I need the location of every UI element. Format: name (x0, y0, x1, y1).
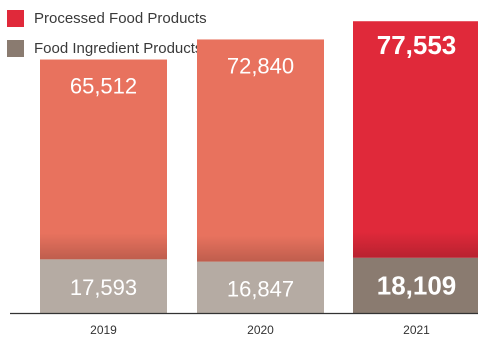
value-label-processed-2019: 65,512 (70, 74, 137, 99)
legend: Processed Food Products Food Ingredient … (7, 6, 207, 66)
bar-shadow-2019 (40, 233, 167, 260)
value-label-processed-2020: 72,840 (227, 53, 294, 78)
value-label-ingredient-2020: 16,847 (227, 276, 294, 301)
bar-ingredient-2019 (40, 259, 167, 313)
legend-item-processed: Processed Food Products (7, 6, 207, 30)
legend-swatch-ingredient (7, 39, 24, 57)
x-tick-label-2021: 2021 (403, 323, 430, 337)
bar-processed-2021 (353, 21, 478, 258)
legend-label-processed: Processed Food Products (34, 9, 207, 27)
legend-label-ingredient: Food Ingredient Products (34, 39, 203, 57)
value-label-ingredient-2019: 17,593 (70, 275, 137, 300)
bar-processed-2019 (40, 59, 167, 260)
bar-shadow-2020 (197, 235, 324, 262)
bar-processed-2020 (197, 39, 324, 262)
value-label-ingredient-2021: 18,109 (377, 270, 457, 300)
legend-swatch-processed (7, 9, 24, 27)
bar-ingredient-2021 (353, 257, 478, 313)
bar-ingredient-2020 (197, 261, 324, 313)
bar-shadow-2021 (353, 231, 478, 258)
x-tick-label-2020: 2020 (247, 323, 274, 337)
value-label-processed-2021: 77,553 (377, 30, 457, 60)
x-tick-label-2019: 2019 (90, 323, 117, 337)
legend-item-ingredient: Food Ingredient Products (7, 36, 207, 60)
